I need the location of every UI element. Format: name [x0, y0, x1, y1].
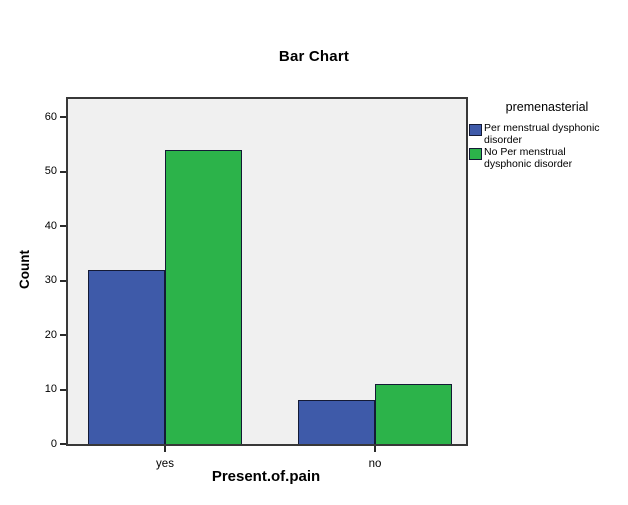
legend-entry-2: No Per menstrual dysphonic disorder — [469, 146, 625, 170]
y-tick-label: 20 — [44, 328, 57, 341]
bar-yes-series-1 — [88, 270, 165, 444]
y-tick-mark — [60, 443, 66, 445]
x-tick-label-no: no — [368, 458, 382, 470]
legend: premenasterial Per menstrual dysphonic d… — [469, 100, 625, 171]
y-tick-mark — [60, 116, 66, 118]
x-tick-mark — [164, 446, 166, 452]
y-tick-label: 50 — [44, 165, 57, 177]
bar-no-series-2 — [375, 384, 452, 444]
y-tick-label: 10 — [44, 383, 57, 395]
legend-entry-1: Per menstrual dysphonic disorder — [469, 122, 625, 146]
y-tick-label: 60 — [44, 110, 57, 123]
legend-entries: Per menstrual dysphonic disorder No Per m… — [469, 122, 625, 170]
legend-entry-label: Per menstrual dysphonic disorder — [484, 122, 600, 146]
legend-title: premenasterial — [505, 100, 589, 114]
x-tick-label-yes: yes — [156, 458, 174, 470]
plot-area: 0 10 20 30 40 50 60 yes no — [45, 97, 468, 470]
chart-title: Bar Chart — [278, 48, 350, 65]
y-tick-label: 30 — [44, 274, 57, 286]
y-tick-mark — [60, 334, 66, 336]
y-tick-mark — [60, 170, 66, 173]
legend-swatch-icon — [469, 124, 482, 136]
y-tick-mark — [60, 279, 66, 282]
y-tick-mark — [60, 225, 66, 227]
bar-no-series-1 — [298, 400, 375, 444]
legend-swatch-icon — [469, 148, 482, 160]
x-axis-title: Present.of.pain — [211, 468, 321, 485]
y-tick-label: 0 — [50, 437, 57, 450]
x-tick-mark — [374, 446, 376, 452]
bar-yes-series-2 — [165, 150, 242, 444]
y-tick-mark — [60, 388, 66, 391]
legend-entry-label: No Per menstrual dysphonic disorder — [484, 146, 573, 170]
y-tick-label: 40 — [44, 219, 57, 232]
